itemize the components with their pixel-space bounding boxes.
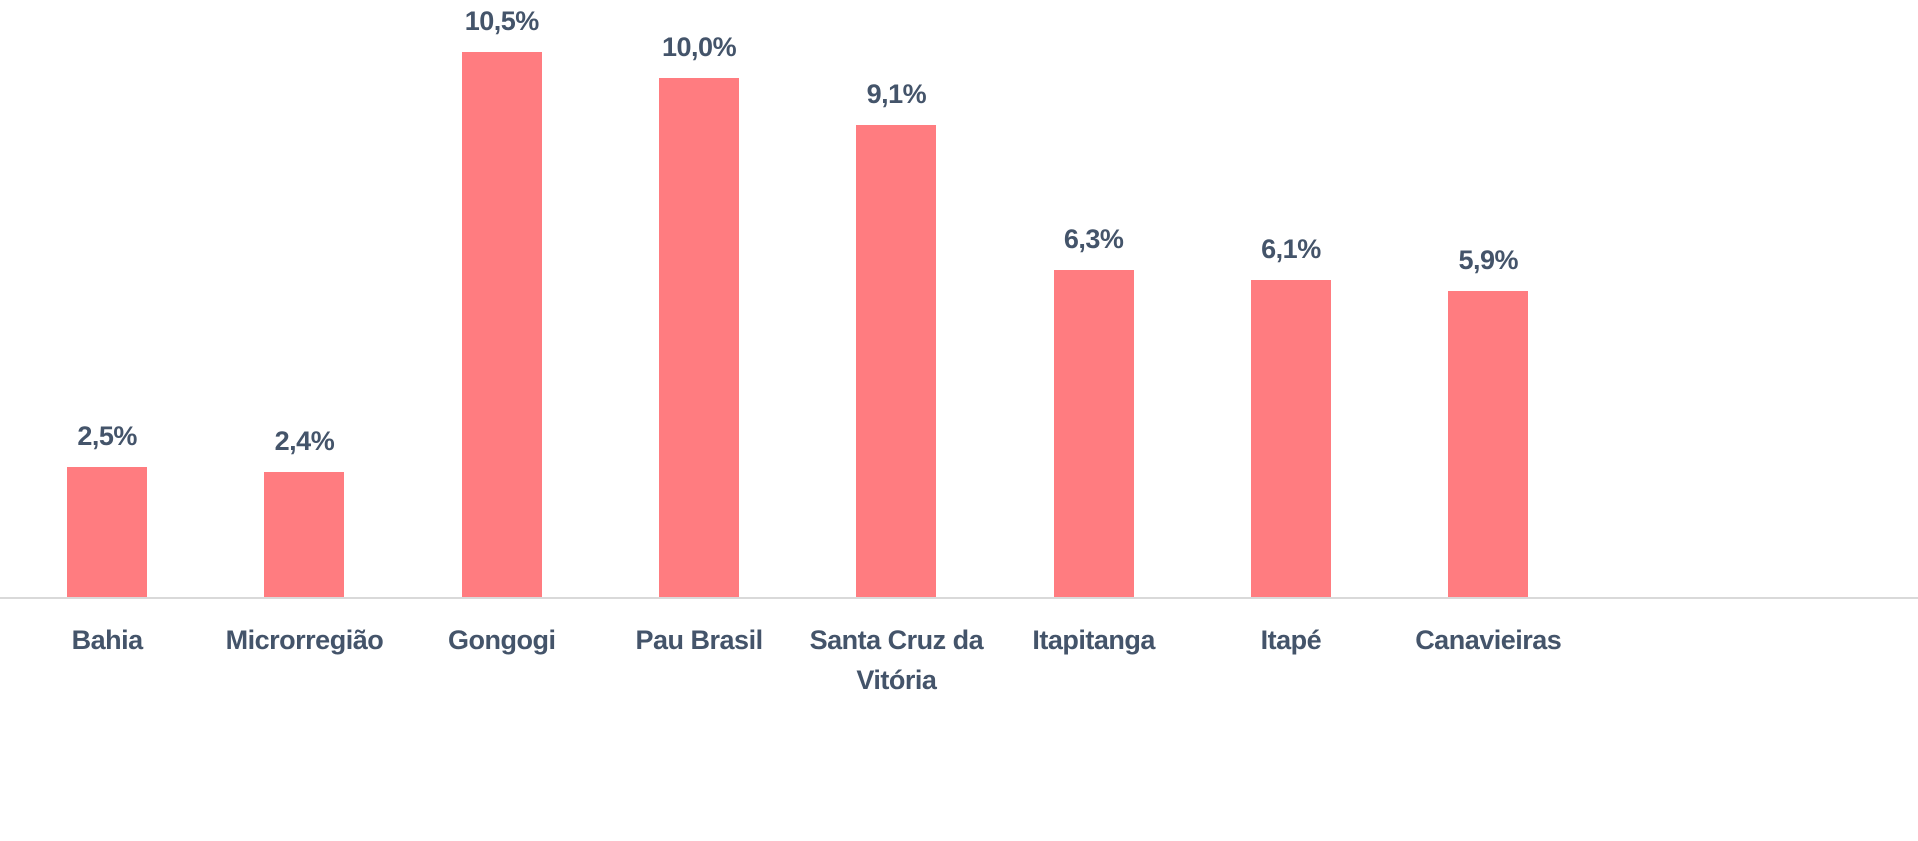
bar: [264, 472, 345, 597]
bar: [659, 77, 740, 597]
value-label: 6,3%: [1063, 224, 1124, 254]
value-label: 6,1%: [1261, 234, 1321, 265]
x-tick-label: Gongogi: [448, 625, 556, 655]
value-label: 10,5%: [464, 6, 540, 36]
value-label: 5,9%: [1458, 244, 1519, 275]
x-tick-label: Canavieiras: [1415, 625, 1562, 655]
x-axis: [0, 597, 1918, 599]
x-tick-label: Santa Cruz da Vitória: [809, 625, 984, 695]
value-label: 9,1%: [866, 78, 927, 109]
bar: [461, 52, 542, 597]
bar: [67, 467, 148, 597]
bar: [1448, 290, 1529, 597]
bar: [856, 124, 937, 597]
value-label: 2,4%: [274, 426, 335, 457]
value-label: 2,5%: [77, 421, 137, 452]
bar: [1053, 270, 1134, 597]
x-tick-label: Itapé: [1260, 625, 1322, 655]
x-tick-label: Microrregião: [225, 625, 384, 655]
x-tick-label: Itapitanga: [1032, 625, 1155, 655]
x-tick-label: Bahia: [71, 625, 144, 655]
bar: [1250, 280, 1331, 597]
x-tick-label: Pau Brasil: [635, 625, 764, 655]
value-label: 10,0%: [662, 31, 737, 62]
